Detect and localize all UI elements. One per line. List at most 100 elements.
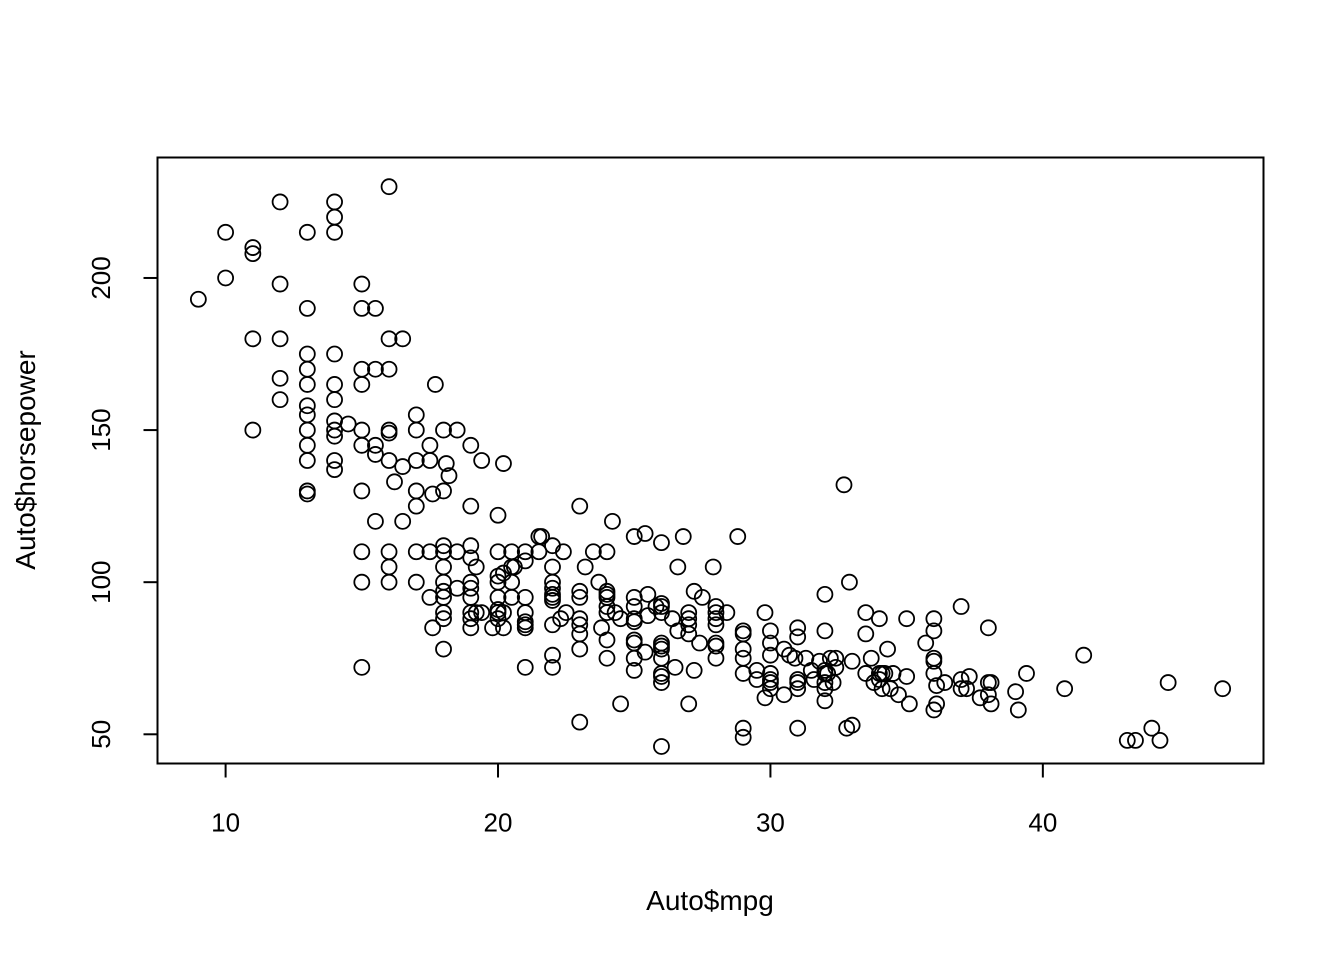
data-point [680, 695, 698, 713]
data-point [693, 588, 711, 606]
data-point [353, 376, 371, 393]
data-point [680, 616, 698, 634]
data-point [394, 330, 412, 348]
data-point [495, 619, 512, 637]
data-point [789, 619, 807, 637]
data-point [217, 269, 235, 287]
data-point [898, 668, 916, 685]
data-point [326, 223, 343, 241]
data-point [271, 193, 289, 211]
data-point [516, 552, 534, 570]
data-point [925, 652, 943, 670]
data-point [407, 452, 425, 469]
data-point [775, 686, 793, 704]
data-point [707, 637, 725, 655]
data-point [925, 665, 943, 682]
data-point [653, 640, 670, 658]
data-point [653, 738, 670, 755]
data-point [1009, 701, 1027, 719]
data-point [576, 558, 594, 576]
data-point [407, 482, 425, 500]
data-point [653, 534, 670, 552]
data-point [625, 528, 643, 545]
data-point [484, 619, 501, 637]
data-point [298, 406, 316, 424]
data-point [789, 628, 807, 646]
data-point [598, 543, 616, 561]
x-axis-label: Auto$mpg [646, 885, 774, 916]
data-point [516, 619, 534, 637]
data-point [598, 604, 616, 622]
data-point [298, 376, 316, 393]
data-point [674, 528, 692, 545]
data-point [952, 680, 970, 698]
data-point [979, 686, 997, 704]
data-point [952, 671, 970, 688]
data-point [571, 588, 589, 606]
data-point [462, 579, 480, 597]
data-point [298, 452, 316, 469]
data-point [571, 713, 589, 731]
data-point [298, 345, 316, 363]
data-point [533, 528, 551, 545]
data-point [489, 506, 507, 524]
data-point [704, 558, 722, 576]
data-point [857, 625, 875, 643]
data-point [816, 692, 834, 710]
data-point [816, 622, 834, 640]
data-point [680, 604, 698, 622]
data-point [625, 662, 643, 679]
plot-frame [156, 156, 1265, 765]
data-point [1151, 731, 1169, 749]
data-point [407, 573, 425, 591]
data-point [386, 473, 403, 491]
data-point [1127, 731, 1144, 749]
data-point [440, 467, 458, 485]
data-point [298, 223, 316, 241]
data-point [435, 610, 452, 628]
data-point [775, 640, 793, 658]
data-point [604, 512, 621, 530]
y-tick-label: 200 [86, 256, 116, 299]
data-point [870, 610, 888, 628]
data-point [544, 558, 561, 576]
data-point [367, 360, 384, 378]
data-point [821, 649, 839, 667]
data-point [353, 299, 371, 317]
data-point [625, 613, 643, 631]
data-point [748, 662, 766, 679]
data-point [1007, 683, 1025, 701]
y-axis: 50 100 150 200 [86, 256, 158, 749]
data-point [571, 582, 589, 600]
data-point [367, 446, 384, 463]
data-point [298, 360, 316, 378]
data-point [489, 604, 507, 622]
data-point [707, 616, 725, 634]
data-point [473, 452, 491, 469]
data-point [718, 604, 736, 622]
data-point [367, 299, 384, 317]
data-point [879, 640, 896, 658]
data-point [1143, 719, 1161, 737]
data-point [789, 719, 807, 737]
data-point [462, 436, 480, 454]
data-point [217, 223, 235, 241]
data-point [636, 643, 654, 661]
data-point [244, 245, 262, 263]
data-point [612, 695, 630, 713]
data-point [326, 427, 343, 445]
data-point [925, 622, 943, 640]
data-point [835, 476, 853, 494]
data-point [653, 598, 670, 615]
data-point [554, 543, 572, 561]
data-point [1118, 731, 1136, 749]
data-point [407, 421, 425, 439]
data-point [925, 610, 943, 628]
data-point [598, 631, 616, 649]
data-point [857, 604, 875, 622]
data-point [421, 436, 439, 454]
data-point [598, 649, 616, 667]
data-point [326, 421, 343, 439]
